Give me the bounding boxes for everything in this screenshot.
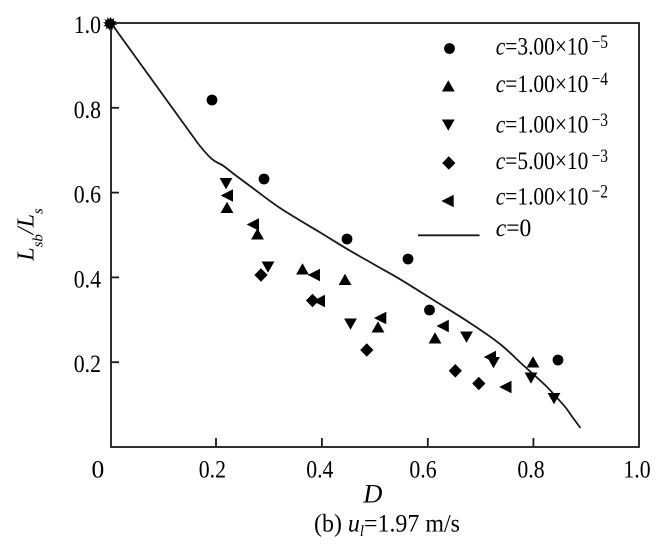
svg-text:−4: −4 — [592, 69, 609, 90]
svg-text:−3: −3 — [592, 146, 609, 167]
svg-text:0.6: 0.6 — [409, 455, 436, 484]
svg-text:0.4: 0.4 — [306, 455, 333, 484]
svg-text:Lsb/Ls: Lsb/Ls — [14, 208, 47, 262]
svg-text:0.2: 0.2 — [199, 455, 226, 484]
svg-text:c=3.00×10: c=3.00×10 — [496, 32, 589, 61]
svg-text:D: D — [362, 479, 382, 509]
svg-text:0.6: 0.6 — [74, 180, 101, 209]
svg-text:c=1.00×10: c=1.00×10 — [496, 69, 589, 98]
svg-text:0.2: 0.2 — [74, 349, 101, 378]
svg-text:−2: −2 — [592, 182, 609, 203]
svg-text:c=5.00×10: c=5.00×10 — [496, 146, 589, 175]
svg-text:(b) ul=1.97 m/s: (b) ul=1.97 m/s — [314, 508, 460, 540]
svg-text:0: 0 — [92, 455, 105, 484]
svg-text:c=1.00×10: c=1.00×10 — [496, 181, 589, 210]
svg-text:1.0: 1.0 — [74, 10, 101, 39]
svg-text:−5: −5 — [592, 32, 609, 53]
svg-text:0.8: 0.8 — [517, 455, 544, 484]
svg-text:0.8: 0.8 — [74, 95, 101, 124]
svg-text:−3: −3 — [592, 110, 609, 131]
svg-text:0.4: 0.4 — [74, 264, 101, 293]
svg-text:c=1.00×10: c=1.00×10 — [496, 110, 589, 139]
svg-text:c=0: c=0 — [496, 213, 532, 242]
svg-text:1.0: 1.0 — [623, 455, 650, 484]
